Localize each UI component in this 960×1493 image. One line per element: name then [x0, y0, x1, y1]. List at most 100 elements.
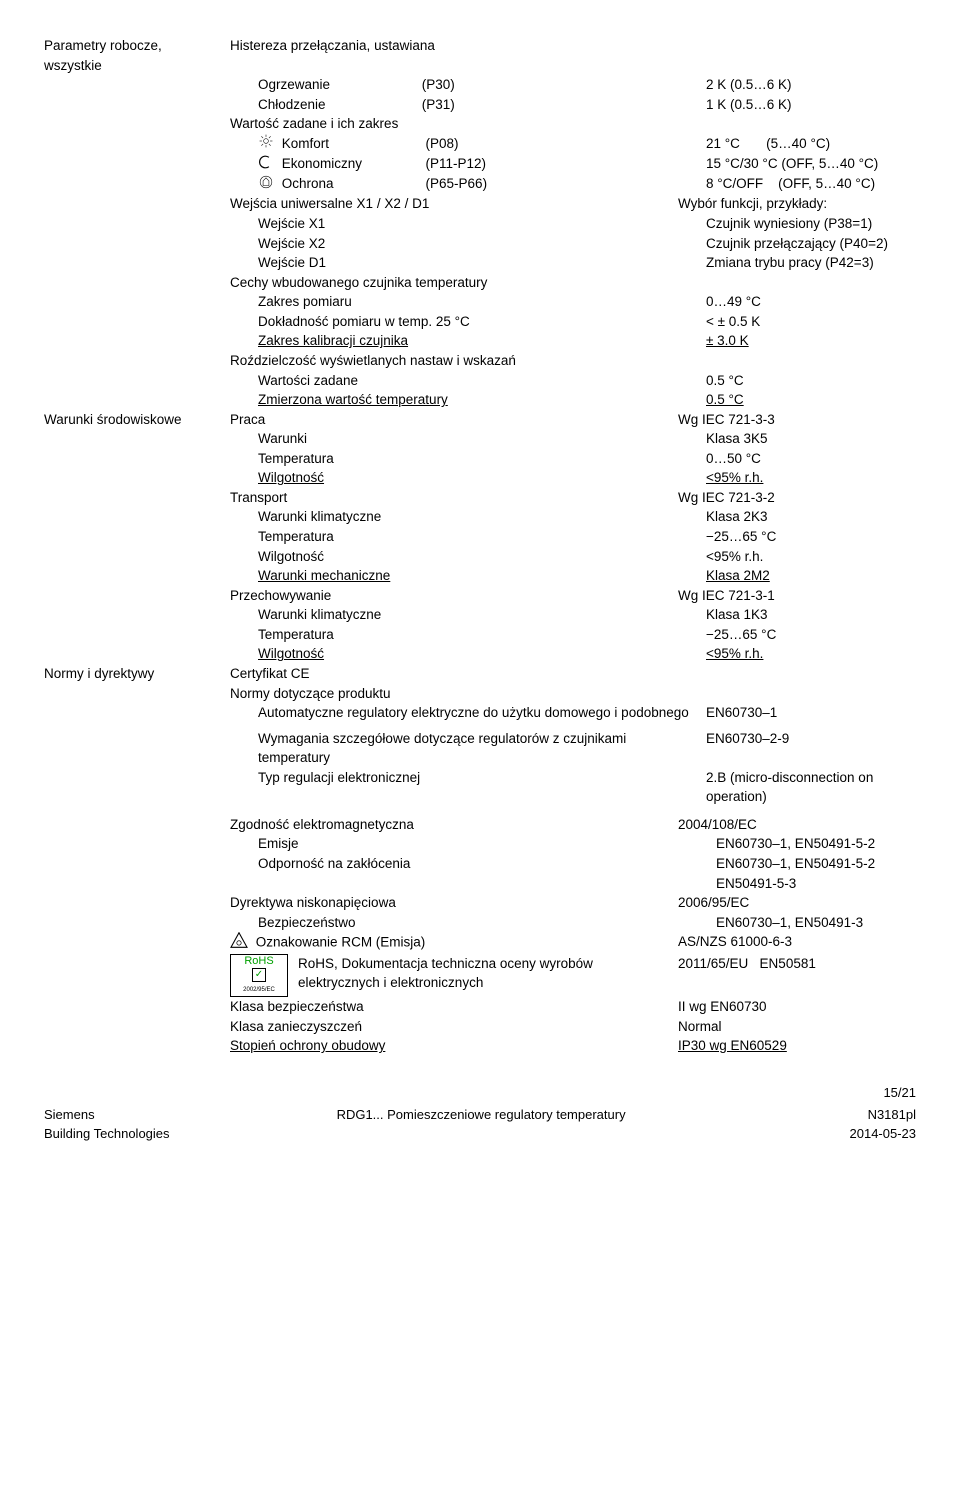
norms-emi-r: EN60730–1, EN50491-5-2 [706, 834, 916, 854]
x2-l: Wejście X2 [230, 234, 706, 254]
x1-r: Czujnik wyniesiony (P38=1) [706, 214, 916, 234]
env-st-l: Przechowywanie [230, 586, 678, 606]
hyst-cool-l: Chłodzenie [258, 95, 418, 115]
disp-mv-l: Zmierzona wartość temperatury [230, 390, 706, 410]
norms-req-r: EN60730–2-9 [706, 729, 916, 768]
norms-rcm-r: AS/NZS 61000-6-3 [678, 932, 916, 954]
norms-ip-l: Stopień ochrony obudowy [230, 1036, 678, 1056]
inputs-title: Wejścia uniwersalne X1 / X2 / D1 [230, 194, 678, 214]
comfort-m: (P08) [426, 136, 459, 151]
sensor-cal-r: ± 3.0 K [706, 331, 916, 351]
env-tr-h-r: <95% r.h. [706, 547, 916, 567]
setpoints-title: Wartość zadane i ich zakres [230, 114, 678, 134]
env-st-c-r: Klasa 1K3 [706, 605, 916, 625]
norms-safc-r: II wg EN60730 [678, 997, 916, 1017]
env-tr-l: Transport [230, 488, 678, 508]
disp-title: Roździelczość wyświetlanych nastaw i wsk… [230, 351, 678, 371]
disp-sp-l: Wartości zadane [230, 371, 706, 391]
env-st-h-r: <95% r.h. [706, 644, 916, 664]
norms-safc-l: Klasa bezpieczeństwa [230, 997, 678, 1017]
side-norms: Normy i dyrektywy [44, 664, 230, 684]
inputs-title-r: Wybór funkcji, przykłady: [678, 194, 916, 214]
rohs-label: RoHS [244, 955, 273, 967]
norms-rcm-l: Oznakowanie RCM (Emisja) [256, 935, 426, 950]
protection-icon [258, 175, 274, 195]
env-tr-m-l: Warunki mechaniczne [230, 566, 706, 586]
rohs-eu: 2002/95/EC [243, 987, 275, 993]
norms-lvd-l: Dyrektywa niskonapięciowa [230, 893, 678, 913]
env-op-r: Wg IEC 721-3-3 [678, 410, 916, 430]
disp-mv-r: 0.5 °C [706, 390, 916, 410]
footer-r2: 2014-05-23 [850, 1125, 917, 1144]
env-op-c-r: Klasa 3K5 [706, 429, 916, 449]
sensor-cal-l: Zakres kalibracji czujnika [230, 331, 706, 351]
norms-ce: Certyfikat CE [230, 664, 678, 684]
norms-emc-r: 2004/108/EC [678, 815, 916, 835]
eco-l: Ekonomiczny [282, 154, 422, 174]
side-parametry: Parametry robocze, wszystkie [44, 36, 230, 75]
norms-lvd-r: 2006/95/EC [678, 893, 916, 913]
env-op-h-l: Wilgotność [230, 468, 706, 488]
env-op-h-r: <95% r.h. [706, 468, 916, 488]
eco-r: 15 °C/30 °C (OFF, 5…40 °C) [706, 154, 916, 174]
env-st-t-l: Temperatura [230, 625, 706, 645]
rcm-icon [230, 932, 248, 954]
env-st-r: Wg IEC 721-3-1 [678, 586, 916, 606]
eco-m: (P11-P12) [426, 156, 487, 171]
sensor-range-l: Zakres pomiaru [230, 292, 706, 312]
env-tr-c-l: Warunki klimatyczne [230, 507, 706, 527]
hyst-title: Histereza przełączania, ustawiana [230, 36, 678, 75]
hyst-cool-r: 1 K (0.5…6 K) [706, 95, 916, 115]
norms-auto-l: Automatyczne regulatory elektryczne do u… [230, 703, 706, 723]
norms-ip-r: IP30 wg EN60529 [678, 1036, 916, 1056]
sensor-title: Cechy wbudowanego czujnika temperatury [230, 273, 678, 293]
env-st-h-l: Wilgotność [230, 644, 706, 664]
prot-l: Ochrona [282, 174, 422, 194]
norms-emc-l: Zgodność elektromagnetyczna [230, 815, 678, 835]
hyst-heat-l: Ogrzewanie [258, 75, 418, 95]
norms-typ-l: Typ regulacji elektronicznej [230, 768, 706, 807]
footer-l1: Siemens [44, 1106, 95, 1125]
env-st-t-r: −25…65 °C [706, 625, 916, 645]
x2-r: Czujnik przełączający (P40=2) [706, 234, 916, 254]
footer-c1: RDG1... Pomieszczeniowe regulatory tempe… [337, 1106, 626, 1125]
hyst-heat-r: 2 K (0.5…6 K) [706, 75, 916, 95]
norms-req-l: Wymagania szczegółowe dotyczące regulato… [230, 729, 706, 768]
env-op-c-l: Warunki [230, 429, 706, 449]
sensor-acc-l: Dokładność pomiaru w temp. 25 °C [230, 312, 706, 332]
env-tr-t-r: −25…65 °C [706, 527, 916, 547]
norms-saf-l: Bezpieczeństwo [230, 913, 706, 933]
footer-l2: Building Technologies [44, 1125, 170, 1144]
env-tr-t-l: Temperatura [230, 527, 706, 547]
norms-rohs-r: 2011/65/EU EN50581 [678, 954, 916, 997]
sensor-acc-r: < ± 0.5 K [706, 312, 916, 332]
norms-imm-r: EN60730–1, EN50491-5-2 EN50491-5-3 [706, 854, 916, 893]
hyst-heat-m: (P30) [422, 77, 455, 92]
env-tr-r: Wg IEC 721-3-2 [678, 488, 916, 508]
norms-auto-r: EN60730–1 [706, 703, 916, 723]
comfort-r: 21 °C (5…40 °C) [706, 134, 916, 154]
env-st-c-l: Warunki klimatyczne [230, 605, 706, 625]
env-op-l: Praca [230, 410, 678, 430]
comfort-icon [258, 134, 274, 154]
norms-saf-r: EN60730–1, EN50491-3 [706, 913, 916, 933]
x1-l: Wejście X1 [230, 214, 706, 234]
env-op-t-r: 0…50 °C [706, 449, 916, 469]
economy-icon [258, 155, 274, 175]
hyst-cool-m: (P31) [422, 97, 455, 112]
d1-l: Wejście D1 [230, 253, 706, 273]
env-tr-h-l: Wilgotność [230, 547, 706, 567]
prot-r: 8 °C/OFF (OFF, 5…40 °C) [706, 174, 916, 194]
rohs-icon: RoHS ✓ 2002/95/EC [230, 954, 288, 997]
norms-rohs-l: RoHS, Dokumentacja techniczna oceny wyro… [294, 954, 670, 997]
norms-imm-l: Odporność na zakłócenia [230, 854, 706, 893]
norms-poll-l: Klasa zanieczyszczeń [230, 1017, 678, 1037]
env-tr-c-r: Klasa 2K3 [706, 507, 916, 527]
comfort-l: Komfort [282, 134, 422, 154]
disp-sp-r: 0.5 °C [706, 371, 916, 391]
side-env: Warunki środowiskowe [44, 410, 230, 430]
env-tr-m-r: Klasa 2M2 [706, 566, 916, 586]
norms-prod: Normy dotyczące produktu [230, 684, 678, 704]
d1-r: Zmiana trybu pracy (P42=3) [706, 253, 916, 273]
norms-typ-r: 2.B (micro-disconnection on operation) [706, 768, 916, 807]
